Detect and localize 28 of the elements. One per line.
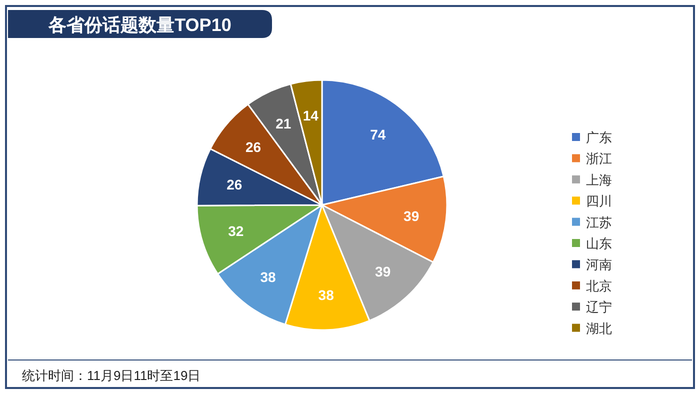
- pie-slice: [290, 79, 323, 206]
- pie-slice: [247, 83, 323, 206]
- data-label: 74: [370, 126, 386, 142]
- data-label: 14: [302, 108, 319, 124]
- data-label: 38: [318, 286, 334, 303]
- legend-label: 北京: [586, 278, 612, 294]
- legend-label: 广东: [586, 130, 612, 145]
- legend-label: 湖北: [586, 320, 612, 336]
- chart-title: 各省份话题数量TOP10: [48, 15, 232, 35]
- data-label: 21: [276, 116, 292, 132]
- text: 统计时间：11月9日11时至19日: [22, 368, 201, 383]
- data-label: 39: [375, 263, 391, 280]
- legend-label: 四川: [586, 194, 612, 209]
- pie-slice: [321, 79, 444, 206]
- legend-label: 浙江: [586, 151, 612, 166]
- data-label: 26: [245, 138, 262, 155]
- pie: 74 39 39 38 38 32 26 26 21 14: [196, 79, 448, 331]
- pie-slice: [321, 176, 448, 263]
- data-label: 39: [404, 208, 420, 224]
- pie-slice: [284, 204, 370, 331]
- legend-label: 辽宁: [586, 300, 612, 315]
- legend-label: 河南: [586, 257, 612, 272]
- legend-label: 上海: [586, 172, 612, 188]
- legend-label: 江苏: [586, 214, 612, 230]
- data-label: 32: [228, 223, 244, 240]
- legend-label: 山东: [586, 236, 612, 251]
- data-label: 38: [260, 269, 276, 286]
- data-label: 26: [226, 176, 242, 192]
